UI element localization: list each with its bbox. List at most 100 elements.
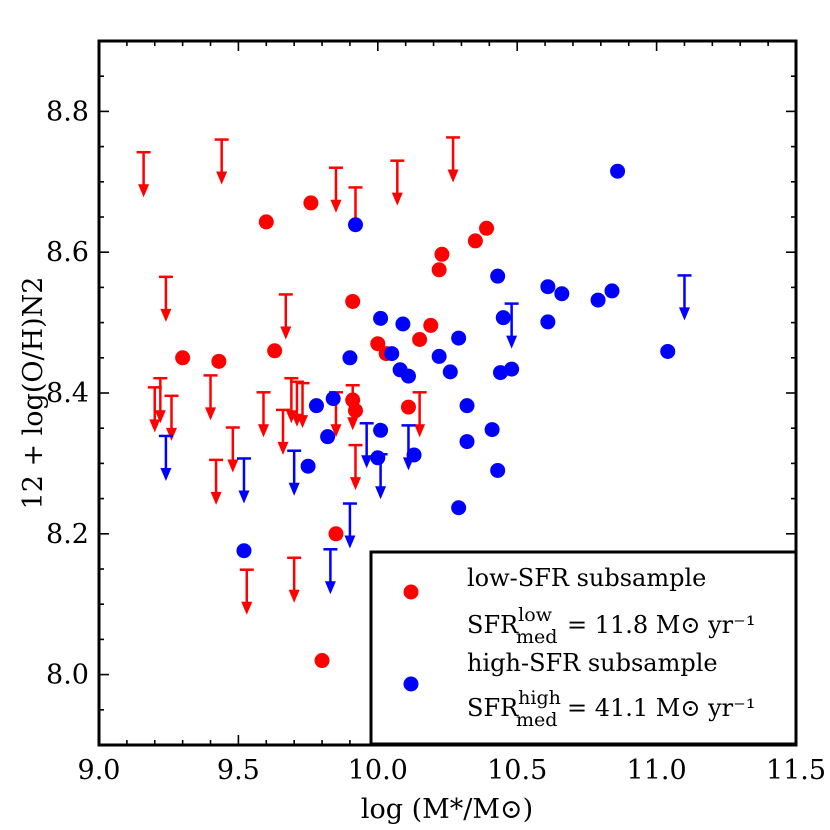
legend-sfr-high-sub: med <box>516 709 557 731</box>
legend-sfr-high-formula: SFRhigh med = 41.1 M⊙ yr⁻¹ <box>467 687 755 731</box>
low-sfr-upper-limit-head <box>414 424 426 438</box>
low-sfr-upper-limit-arrow <box>276 408 291 455</box>
low-sfr-upper-limit-arrow <box>214 138 229 185</box>
low-sfr-upper-limit-arrow <box>328 166 343 213</box>
axis-tick-labels: 9.0 9.5 10.0 10.5 11.0 11.5 8.0 8.2 8.4 8.6 8.8 <box>46 96 826 786</box>
high-sfr-upper-limit-head <box>238 490 250 504</box>
low-sfr-point <box>345 293 361 309</box>
low-sfr-upper-limit-head <box>391 192 403 206</box>
plot-frame <box>97 39 798 747</box>
x-tick-label: 9.0 <box>78 755 121 786</box>
legend-sfr-low-formula: SFRlow med = 11.8 M⊙ yr⁻¹ <box>467 604 755 648</box>
y-tick-label: 8.2 <box>46 519 89 550</box>
legend-sfr-low-sup: low <box>518 604 553 626</box>
low-sfr-point <box>347 403 363 419</box>
low-sfr-point <box>412 331 428 347</box>
low-sfr-upper-limit-arrow <box>348 443 363 491</box>
high-sfr-upper-limit-arrow <box>236 457 251 504</box>
legend-marker-low-sfr <box>403 584 419 600</box>
low-sfr-upper-limit-arrow <box>390 159 405 206</box>
high-sfr-point <box>442 364 458 380</box>
high-sfr-point <box>342 350 358 366</box>
high-sfr-point <box>604 283 620 299</box>
low-sfr-upper-limit-arrow <box>256 391 271 438</box>
high-sfr-point <box>431 348 447 364</box>
high-sfr-point <box>395 316 411 332</box>
high-sfr-point <box>320 429 336 445</box>
low-sfr-upper-limit-head <box>165 427 177 441</box>
low-sfr-point <box>314 653 330 669</box>
x-tick-label: 11.0 <box>627 755 687 786</box>
low-sfr-upper-limit-arrow <box>153 376 168 424</box>
low-sfr-point <box>467 233 483 249</box>
low-sfr-upper-limit-head <box>138 184 150 198</box>
low-sfr-upper-limit-head <box>288 589 300 603</box>
y-axis-label: 12 + log(O/H)N2 <box>18 277 49 510</box>
high-sfr-point <box>490 462 506 478</box>
high-sfr-point <box>308 398 324 414</box>
low-sfr-upper-limit-head <box>154 410 166 424</box>
low-sfr-point <box>175 350 191 366</box>
low-sfr-upper-limit-head <box>277 441 289 455</box>
low-sfr-upper-limit-head <box>447 169 459 183</box>
low-sfr-point <box>328 526 344 542</box>
low-sfr-upper-limit-head <box>285 410 297 424</box>
high-sfr-point <box>590 292 606 308</box>
high-sfr-upper-limit-head <box>288 482 300 496</box>
high-sfr-upper-limit-head <box>160 467 172 481</box>
high-sfr-upper-limit-arrow <box>677 274 692 321</box>
low-sfr-upper-limit-head <box>149 419 161 433</box>
high-sfr-point <box>540 279 556 295</box>
low-sfr-upper-limit-head <box>257 424 269 438</box>
low-sfr-upper-limit-arrow <box>284 376 299 424</box>
high-sfr-point <box>400 368 416 384</box>
legend-label-low-sfr: low-SFR subsample <box>467 564 706 592</box>
low-sfr-point <box>267 343 283 359</box>
high-sfr-upper-limit-arrow <box>287 449 302 496</box>
high-sfr-point <box>490 268 506 284</box>
high-sfr-upper-limit-head <box>361 455 373 469</box>
low-sfr-upper-limit-arrow <box>287 556 302 603</box>
high-sfr-point <box>554 286 570 302</box>
low-sfr-upper-limit-arrow <box>225 426 240 473</box>
low-sfr-upper-limit-head <box>210 491 222 505</box>
legend-sfr-high-prefix: SFR <box>467 694 519 722</box>
y-tick-label: 8.4 <box>46 378 89 409</box>
high-sfr-point <box>610 163 626 179</box>
high-sfr-point <box>459 434 475 450</box>
x-tick-label: 11.5 <box>766 755 826 786</box>
low-sfr-point <box>211 353 227 369</box>
high-sfr-point <box>300 458 316 474</box>
x-axis-label: log (M*/M⊙) <box>361 794 533 825</box>
low-sfr-point <box>400 399 416 415</box>
low-sfr-upper-limit-arrow <box>164 394 179 441</box>
legend-marker-high-sfr <box>403 676 419 692</box>
low-sfr-upper-limit-head <box>241 601 253 615</box>
high-sfr-upper-limit-arrow <box>342 502 357 549</box>
low-sfr-point <box>303 195 319 211</box>
x-tick-label: 10.5 <box>487 755 547 786</box>
low-sfr-upper-limit-head <box>349 477 361 491</box>
low-sfr-upper-limit-arrow <box>203 374 218 421</box>
y-tick-label: 8.0 <box>46 660 89 691</box>
low-sfr-upper-limit-arrow <box>295 381 310 429</box>
low-sfr-upper-limit-head <box>160 308 172 322</box>
high-sfr-point <box>406 447 422 463</box>
high-sfr-point <box>373 310 389 326</box>
high-sfr-point <box>370 450 386 466</box>
high-sfr-point <box>451 330 467 346</box>
high-sfr-point <box>484 422 500 438</box>
legend: low-SFR subsample SFRlow med = 11.8 M⊙ yr⁻… <box>369 550 798 746</box>
low-sfr-upper-limit-arrow <box>158 275 173 322</box>
high-sfr-upper-limit-arrow <box>323 548 338 595</box>
high-sfr-upper-limit-head <box>344 535 356 549</box>
low-sfr-upper-limit-arrow <box>209 458 224 505</box>
high-sfr-point <box>660 343 676 359</box>
legend-label-high-sfr: high-SFR subsample <box>467 649 718 677</box>
high-sfr-point <box>236 543 252 559</box>
low-sfr-upper-limit-head <box>347 417 359 431</box>
low-sfr-upper-limit-head <box>330 424 342 438</box>
low-sfr-upper-limit-head <box>205 407 217 421</box>
low-sfr-upper-limit-arrow <box>239 568 254 615</box>
